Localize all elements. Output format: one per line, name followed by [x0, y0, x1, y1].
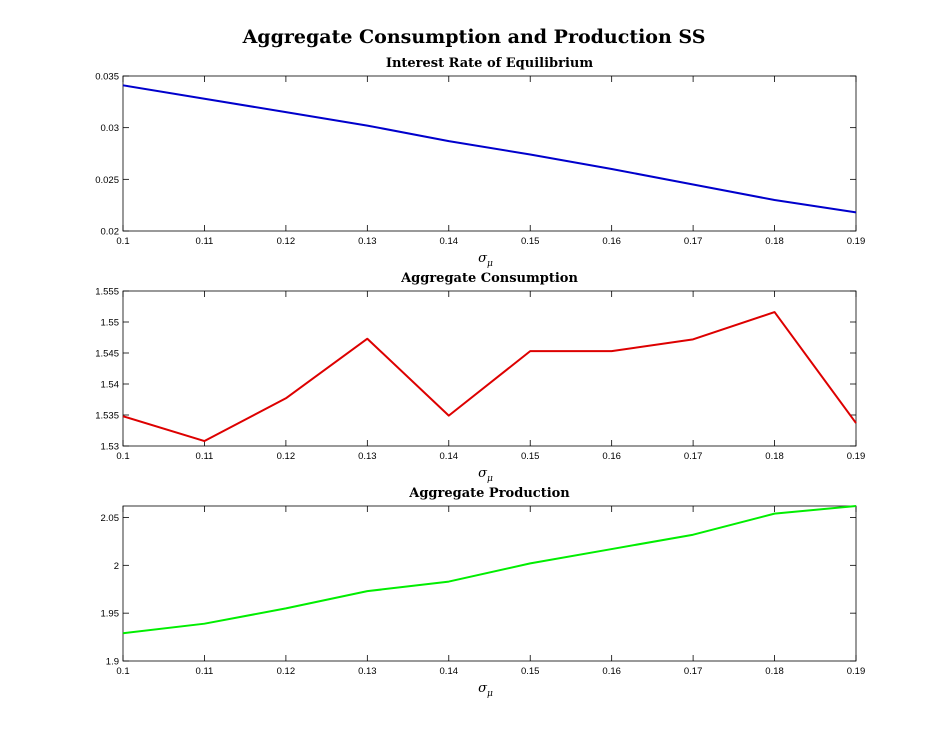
- subplot-title: Aggregate Consumption: [400, 271, 578, 286]
- axes-frame: [122, 505, 857, 662]
- series-line: [122, 505, 857, 635]
- x-axis-label-subscript: μ: [487, 474, 493, 484]
- x-tick-label: 0.11: [196, 666, 214, 677]
- x-tick-label: 0.11: [196, 236, 214, 247]
- x-tick-label: 0.16: [602, 236, 621, 247]
- y-tick-label: 0.03: [101, 123, 120, 134]
- x-tick-label: 0.13: [358, 451, 377, 462]
- x-tick-label: 0.15: [521, 236, 540, 247]
- x-axis-label-subscript: μ: [487, 259, 493, 269]
- y-tick-label: 1.545: [95, 349, 119, 360]
- subplot-consumption: Aggregate Consumption 0.1 0.11 0.12 0.13 0.14…: [95, 271, 865, 484]
- y-tick-label: 1.54: [101, 380, 120, 391]
- x-axis-label: σμ: [478, 251, 493, 269]
- y-tick-label: 1.535: [95, 411, 119, 422]
- x-tick-label: 0.1: [116, 451, 129, 462]
- x-tick-label: 0.12: [277, 236, 296, 247]
- subplot-title: Interest Rate of Equilibrium: [386, 56, 593, 71]
- x-axis-label-symbol: σ: [478, 251, 488, 266]
- figure-title: Aggregate Consumption and Production SS: [242, 26, 706, 48]
- x-tick-label: 0.12: [277, 451, 296, 462]
- y-tick-label: 0.02: [101, 227, 120, 238]
- x-tick-label: 0.18: [765, 236, 784, 247]
- x-tick-label: 0.13: [358, 666, 377, 677]
- subplot-title: Aggregate Production: [408, 486, 570, 501]
- x-tick-label: 0.18: [765, 666, 784, 677]
- x-tick-label: 0.17: [684, 666, 703, 677]
- y-tick-label: 1.555: [95, 287, 119, 298]
- y-tick-label: 1.9: [106, 657, 119, 668]
- series-line: [122, 311, 857, 443]
- x-axis-label-symbol: σ: [478, 466, 488, 481]
- x-axis-label-subscript: μ: [487, 689, 493, 699]
- x-tick-label: 0.19: [847, 666, 866, 677]
- y-tick-label: 2: [114, 561, 119, 572]
- x-tick-label: 0.19: [847, 236, 866, 247]
- axes-frame: [122, 75, 857, 232]
- x-tick-label: 0.16: [602, 666, 621, 677]
- x-tick-label: 0.15: [521, 666, 540, 677]
- x-tick-label: 0.15: [521, 451, 540, 462]
- series-line: [122, 84, 857, 214]
- x-tick-label: 0.1: [116, 236, 129, 247]
- x-axis-label: σμ: [478, 681, 493, 699]
- x-tick-label: 0.1: [116, 666, 129, 677]
- y-tick-label: 1.53: [101, 442, 120, 453]
- x-tick-label: 0.18: [765, 451, 784, 462]
- y-tick-label: 1.95: [101, 609, 120, 620]
- x-tick-label: 0.17: [684, 451, 703, 462]
- y-tick-label: 0.025: [95, 175, 119, 186]
- x-axis-label: σμ: [478, 466, 493, 484]
- x-tick-label: 0.14: [440, 451, 459, 462]
- x-tick-label: 0.13: [358, 236, 377, 247]
- y-tick-label: 0.035: [95, 72, 119, 83]
- x-tick-label: 0.11: [196, 451, 214, 462]
- axes-frame: [122, 290, 857, 447]
- y-tick-label: 1.55: [101, 318, 120, 329]
- x-tick-label: 0.19: [847, 451, 866, 462]
- x-tick-label: 0.12: [277, 666, 296, 677]
- y-tick-label: 2.05: [101, 513, 120, 524]
- x-tick-label: 0.14: [440, 666, 459, 677]
- x-axis-label-symbol: σ: [478, 681, 488, 696]
- x-tick-label: 0.16: [602, 451, 621, 462]
- x-tick-label: 0.14: [440, 236, 459, 247]
- subplot-interest-rate: Interest Rate of Equilibrium 0.1 0.11 0.12 0…: [95, 56, 865, 269]
- x-tick-label: 0.17: [684, 236, 703, 247]
- subplot-production: Aggregate Production 0.1 0.11 0.12 0.13 0.14 0…: [101, 486, 866, 699]
